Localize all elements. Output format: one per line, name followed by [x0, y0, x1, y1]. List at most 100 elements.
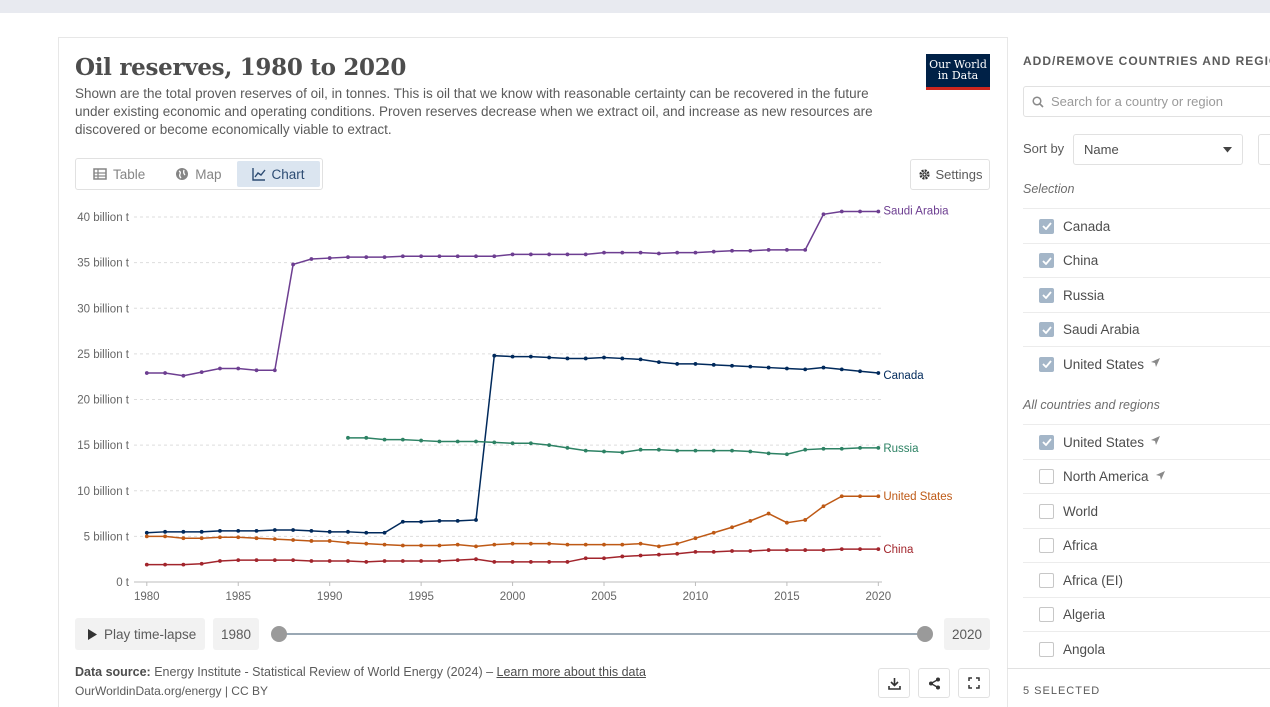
- data-point-china: [858, 547, 862, 552]
- data-point-united-states: [199, 536, 204, 541]
- sort-order-button[interactable]: [1258, 134, 1270, 165]
- source-text: Energy Institute - Statistical Review of…: [154, 665, 494, 679]
- entity-row[interactable]: United States: [1023, 424, 1270, 459]
- data-point-russia: [656, 447, 661, 452]
- data-point-saudi-arabia: [583, 252, 588, 257]
- data-point-saudi-arabia: [565, 252, 570, 257]
- data-point-russia: [858, 445, 862, 450]
- data-point-canada: [766, 365, 771, 370]
- data-point-china: [638, 553, 643, 558]
- data-point-saudi-arabia: [858, 209, 862, 214]
- checkbox-checked[interactable]: [1039, 322, 1054, 337]
- data-point-united-states: [437, 543, 442, 548]
- data-point-china: [474, 557, 478, 562]
- y-tick-label: 5 billion t: [84, 531, 130, 543]
- data-point-united-states: [455, 542, 460, 547]
- data-point-united-states: [419, 543, 424, 548]
- check-icon: [1041, 360, 1052, 368]
- data-point-united-states: [236, 535, 241, 540]
- data-point-united-states: [492, 542, 497, 547]
- timeline-end-handle[interactable]: [917, 626, 933, 642]
- data-point-saudi-arabia: [675, 250, 680, 255]
- data-point-united-states: [730, 525, 734, 530]
- entity-row[interactable]: Saudi Arabia: [1023, 311, 1270, 347]
- entity-label: Angola: [1063, 641, 1106, 657]
- entity-row[interactable]: World: [1023, 493, 1270, 528]
- tab-chart[interactable]: Chart: [236, 161, 320, 187]
- x-tick-label: 2000: [500, 591, 526, 603]
- data-point-saudi-arabia: [876, 209, 881, 214]
- entity-label: Russia: [1063, 287, 1105, 303]
- entity-row[interactable]: Africa: [1023, 527, 1270, 563]
- checkbox-unchecked[interactable]: [1039, 607, 1054, 622]
- data-point-saudi-arabia: [364, 255, 369, 260]
- checkbox-checked[interactable]: [1039, 434, 1054, 450]
- data-point-saudi-arabia: [492, 254, 497, 259]
- data-point-canada: [291, 528, 296, 532]
- play-timelapse-button[interactable]: Play time-lapse: [75, 618, 205, 650]
- data-point-china: [565, 560, 570, 564]
- owid-logo[interactable]: Our World in Data: [926, 54, 990, 90]
- data-point-russia: [748, 449, 753, 454]
- data-point-united-states: [291, 538, 296, 542]
- data-point-russia: [693, 448, 698, 453]
- timeline-slider-track[interactable]: [279, 633, 925, 635]
- data-point-canada: [218, 529, 222, 533]
- data-point-canada: [163, 529, 167, 534]
- check-icon: [1041, 325, 1052, 334]
- start-year-box[interactable]: 1980: [213, 618, 259, 650]
- checkbox-unchecked[interactable]: [1039, 469, 1054, 484]
- data-point-russia: [784, 452, 789, 457]
- timeline-start-handle[interactable]: [271, 626, 287, 642]
- entity-row[interactable]: North America: [1023, 458, 1270, 494]
- data-point-united-states: [858, 494, 862, 499]
- data-point-china: [400, 559, 405, 563]
- entity-row[interactable]: Russia: [1023, 277, 1270, 312]
- checkbox-checked[interactable]: [1039, 218, 1054, 234]
- data-point-canada: [839, 367, 844, 372]
- end-year-box[interactable]: 2020: [944, 618, 990, 650]
- y-tick-label: 35 billion t: [77, 258, 130, 270]
- checkbox-unchecked[interactable]: [1039, 572, 1054, 588]
- entity-row[interactable]: Africa (EI): [1023, 562, 1270, 597]
- timeline-controls: Play time-lapse 1980 2020: [75, 618, 990, 650]
- settings-button[interactable]: Settings: [910, 159, 990, 190]
- data-point-united-states: [218, 535, 222, 540]
- learn-more-link[interactable]: Learn more about this data: [496, 665, 646, 679]
- checkbox-unchecked[interactable]: [1039, 503, 1054, 519]
- y-tick-label: 30 billion t: [77, 303, 130, 315]
- entity-row[interactable]: Canada: [1023, 208, 1270, 243]
- data-point-china: [748, 549, 753, 553]
- tab-table[interactable]: Table: [78, 161, 160, 187]
- download-button[interactable]: [878, 668, 910, 698]
- data-point-russia: [711, 448, 716, 453]
- data-point-saudi-arabia: [181, 373, 186, 378]
- chart-title: Oil reserves, 1980 to 2020: [75, 54, 407, 81]
- entity-row[interactable]: United States: [1023, 346, 1270, 381]
- checkbox-checked[interactable]: [1039, 287, 1054, 303]
- sort-select[interactable]: Name: [1073, 134, 1243, 165]
- data-point-russia: [382, 437, 387, 442]
- entity-row[interactable]: Algeria: [1023, 596, 1270, 632]
- data-point-russia: [839, 446, 844, 451]
- country-search-input[interactable]: Search for a country or region: [1023, 86, 1270, 117]
- data-point-united-states: [400, 543, 405, 548]
- data-point-saudi-arabia: [638, 250, 643, 255]
- source-prefix: Data source:: [75, 665, 151, 679]
- data-point-russia: [528, 441, 533, 446]
- fullscreen-button[interactable]: [958, 668, 990, 698]
- data-point-china: [254, 558, 259, 562]
- share-button[interactable]: [918, 668, 950, 698]
- checkbox-checked[interactable]: [1039, 253, 1054, 268]
- search-placeholder: Search for a country or region: [1051, 94, 1223, 109]
- entity-row[interactable]: Angola: [1023, 631, 1270, 666]
- checkbox-checked[interactable]: [1039, 356, 1054, 372]
- data-point-united-states: [474, 544, 478, 549]
- data-point-canada: [382, 530, 387, 535]
- entity-row[interactable]: China: [1023, 242, 1270, 278]
- checkbox-unchecked[interactable]: [1039, 538, 1054, 553]
- data-point-canada: [583, 356, 588, 361]
- tab-map[interactable]: Map: [160, 161, 236, 187]
- checkbox-unchecked[interactable]: [1039, 641, 1054, 657]
- data-point-united-states: [693, 536, 698, 541]
